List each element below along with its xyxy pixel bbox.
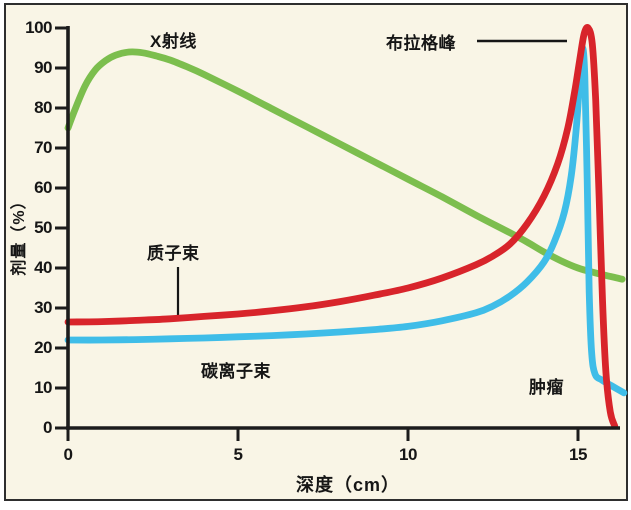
y-tick-label: 80: [34, 98, 52, 117]
y-axis-title: 剂量（%）: [11, 192, 28, 276]
y-tick-label: 90: [34, 58, 52, 77]
bragg-peak-label: 布拉格峰: [386, 34, 456, 53]
x-tick-label: 0: [63, 445, 73, 464]
x-tick-label: 5: [233, 445, 243, 464]
x-tick-label: 10: [399, 445, 417, 464]
carbon-ion-beam-curve: [64, 44, 628, 397]
y-tick-label: 40: [34, 258, 52, 277]
y-tick-label: 50: [34, 218, 52, 237]
y-tick-label: 20: [34, 338, 52, 357]
proton-beam-label: 质子束: [147, 244, 200, 263]
y-tick-label: 100: [25, 18, 52, 37]
carbon-ion-beam-label: 碳离子束: [201, 362, 271, 381]
x-ray-label: X射线: [150, 32, 197, 51]
chart-frame: [4, 3, 628, 501]
y-tick-label: 60: [34, 178, 52, 197]
x-tick-label: 15: [569, 445, 587, 464]
y-tick-label: 0: [43, 418, 52, 437]
proton-beam-curve: [64, 24, 619, 430]
tumor-label: 肿瘤: [529, 378, 564, 397]
x-ray-curve: [64, 48, 626, 283]
y-tick-label: 30: [34, 298, 52, 317]
x-axis-title: 深度（cm）: [295, 475, 400, 495]
y-tick-label: 10: [34, 378, 52, 397]
y-tick-label: 70: [34, 138, 52, 157]
